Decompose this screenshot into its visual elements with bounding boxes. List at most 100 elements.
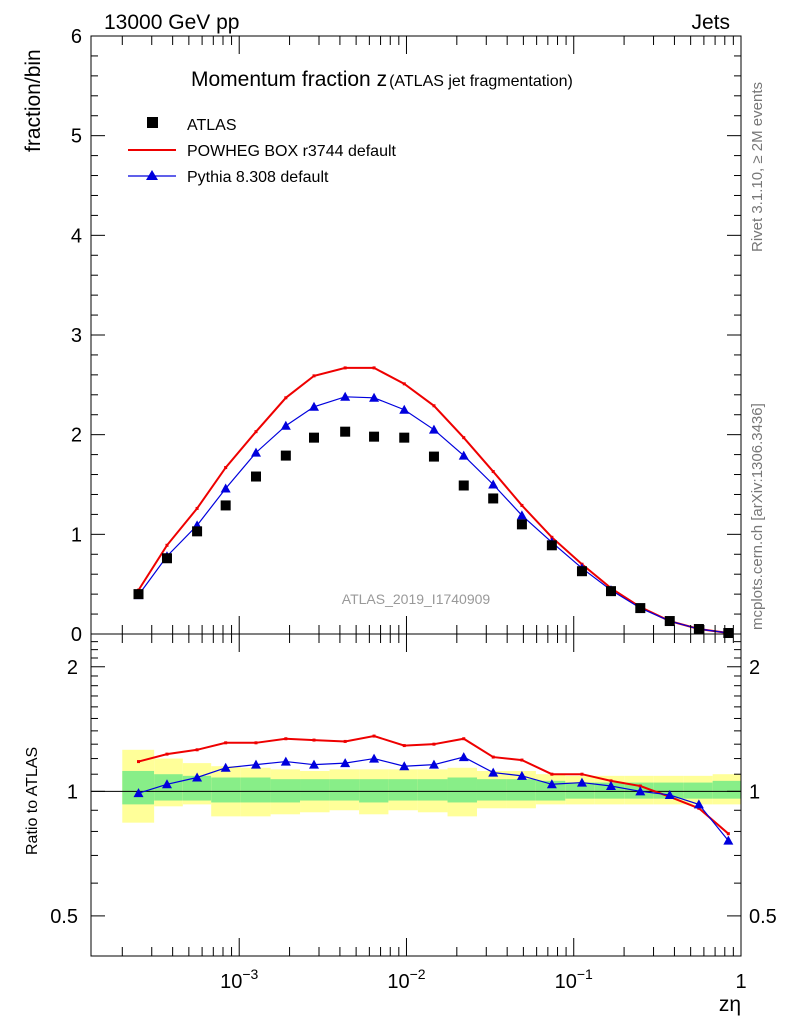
ratio-pythia-point xyxy=(428,759,439,769)
ratio-green-band xyxy=(329,779,360,801)
ratio-powheg-point xyxy=(343,739,347,743)
pythia-point xyxy=(428,424,439,434)
y-tick-label: 6 xyxy=(71,26,82,48)
ratio-powheg-point xyxy=(638,784,642,788)
atlas-data-point xyxy=(399,432,410,443)
atlas-data-point xyxy=(576,566,587,577)
atlas-data-point xyxy=(280,450,291,461)
legend-powheg-label: POWHEG BOX r3744 default xyxy=(187,143,397,160)
pythia-point xyxy=(340,391,351,401)
legend: ATLAS POWHEG BOX r3744 default Pythia 8.… xyxy=(128,117,397,186)
y-tick-label: 0 xyxy=(71,624,82,646)
ratio-pythia-point xyxy=(220,762,231,772)
atlas-data-point xyxy=(458,480,469,491)
ratio-green-band xyxy=(122,770,155,805)
ratio-pythia-point xyxy=(664,789,675,799)
powheg-point xyxy=(224,466,228,470)
pythia-point xyxy=(488,479,499,489)
ratio-pythia-point xyxy=(133,788,144,798)
pythia-point xyxy=(220,483,231,493)
ratio-green-band xyxy=(388,779,418,801)
x-tick-exponent: −1 xyxy=(577,966,593,982)
powheg-point xyxy=(462,436,466,440)
ratio-green-band xyxy=(300,779,330,801)
pythia-point xyxy=(308,401,319,411)
powheg-point xyxy=(432,404,436,408)
ratio-powheg-point xyxy=(550,772,554,776)
x-tick-exponent: −2 xyxy=(410,966,426,982)
ratio-plot xyxy=(91,734,741,845)
ratio-y-tick-label: 2 xyxy=(67,657,78,679)
legend-pythia-label: Pythia 8.308 default xyxy=(187,169,329,186)
powheg-point xyxy=(372,366,376,370)
ratio-green-band xyxy=(565,782,595,799)
x-tick-base: 10 xyxy=(220,971,242,993)
atlas-data-point xyxy=(428,451,439,462)
ratio-pythia-point xyxy=(192,772,203,782)
plot-title: Momentum fraction z (ATLAS jet fragmentat… xyxy=(191,68,573,91)
atlas-data-point xyxy=(723,628,734,639)
ratio-green-band xyxy=(359,779,389,803)
powheg-point xyxy=(254,430,258,434)
ratio-pythia-point xyxy=(369,753,380,763)
ratio-y-tick-label-right: 2 xyxy=(749,657,760,679)
pythia-point xyxy=(369,392,380,402)
atlas-data-point xyxy=(635,603,646,614)
x-tick-label: 10−2 xyxy=(387,966,425,993)
ratio-green-band xyxy=(712,780,741,799)
ratio-powheg-point xyxy=(195,748,199,752)
atlas-data-point xyxy=(220,500,231,511)
powheg-point xyxy=(402,382,406,386)
ratio-powheg-point xyxy=(580,772,584,776)
ratio-powheg-point xyxy=(462,737,466,741)
atlas-data-point xyxy=(340,426,351,437)
ratio-pythia-point xyxy=(635,786,646,796)
atlas-data-point xyxy=(308,432,319,443)
ratio-green-band xyxy=(683,782,713,799)
x-tick-base: 10 xyxy=(387,971,409,993)
ratio-pythia-point xyxy=(723,835,734,845)
ratio-pythia-point xyxy=(161,779,172,789)
legend-pythia-marker xyxy=(146,170,158,180)
ratio-green-band xyxy=(211,777,241,803)
ratio-pythia-point xyxy=(516,770,527,780)
powheg-point xyxy=(312,374,316,378)
ratio-powheg-point xyxy=(609,779,613,783)
x-tick-exponent: −3 xyxy=(242,966,258,982)
pythia-point xyxy=(458,450,469,460)
ratio-powheg-point xyxy=(284,737,288,741)
ratio-pythia-point xyxy=(605,781,616,791)
atlas-data-point xyxy=(369,431,380,442)
pythia-point xyxy=(516,510,527,520)
ratio-powheg-point xyxy=(372,734,376,738)
ratio-y-tick-label-right: 1 xyxy=(749,781,760,803)
ratio-pythia-point xyxy=(488,767,499,777)
powheg-point xyxy=(343,366,347,370)
ratio-pythia-point xyxy=(250,759,261,769)
atlas-data-point xyxy=(488,493,499,504)
atlas-data-point xyxy=(546,540,557,551)
ratio-powheg-point xyxy=(254,741,258,745)
ratio-green-band xyxy=(506,779,536,801)
powheg-point xyxy=(195,506,199,510)
y-tick-label: 2 xyxy=(71,425,82,447)
ratio-green-band xyxy=(535,780,566,801)
ratio-pythia-point xyxy=(693,799,704,809)
rivet-label: Rivet 3.1.10, ≥ 2M events xyxy=(749,82,766,252)
ratio-y-tick-label: 0.5 xyxy=(50,906,78,928)
x-axis-label: zη xyxy=(719,993,741,1016)
powheg-point xyxy=(520,503,524,507)
atlas-data-point xyxy=(161,553,172,564)
ratio-y-axis-label: Ratio to ATLAS xyxy=(24,747,41,855)
category-label: Jets xyxy=(691,11,730,34)
x-tick-base: 10 xyxy=(555,971,577,993)
powheg-point xyxy=(165,543,169,547)
ratio-powheg-point xyxy=(520,758,524,762)
pythia-point xyxy=(280,420,291,430)
analysis-watermark: ATLAS_2019_I1740909 xyxy=(342,591,491,607)
energy-label: 13000 GeV pp xyxy=(104,11,239,34)
pythia-point xyxy=(399,404,410,414)
x-tick-base: 1 xyxy=(735,971,746,993)
pythia-point xyxy=(250,447,261,457)
